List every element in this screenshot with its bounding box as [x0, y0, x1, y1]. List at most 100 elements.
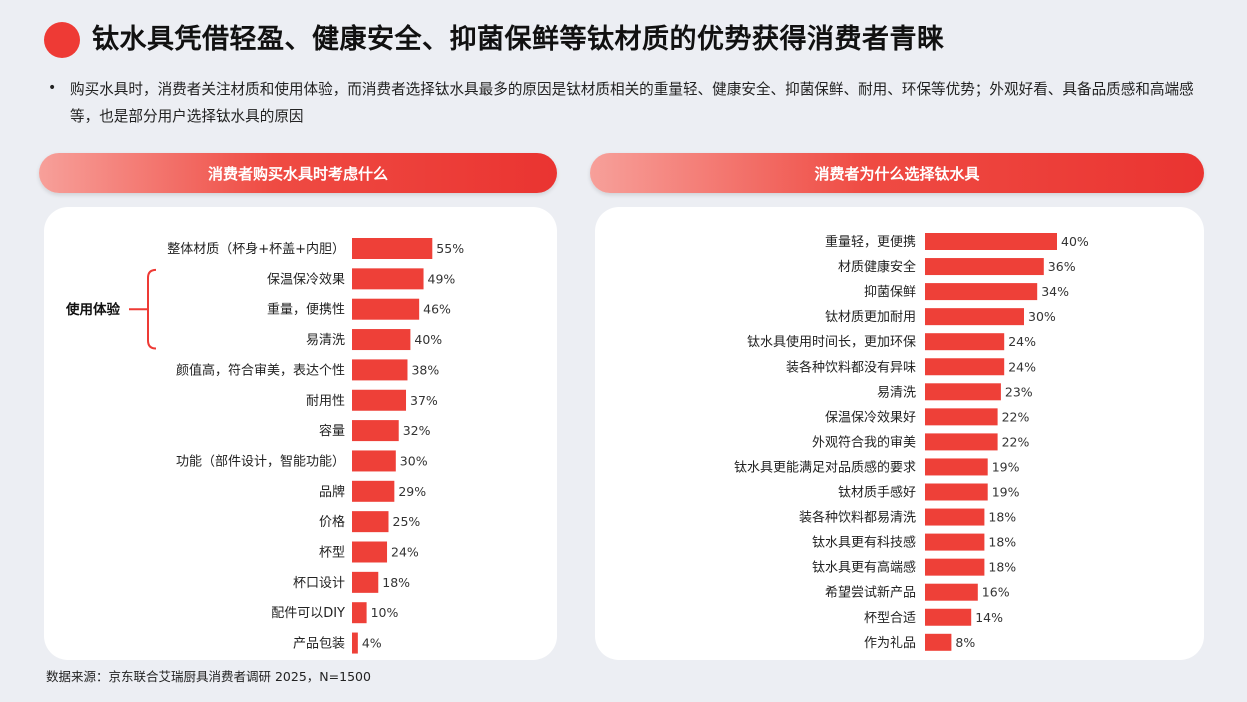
bar	[352, 602, 367, 624]
value-label: 24%	[1008, 334, 1036, 349]
category-label: 钛水具更有科技感	[812, 535, 916, 551]
category-label: 重量，便携性	[267, 302, 345, 318]
value-label: 40%	[1061, 234, 1089, 249]
value-label: 23%	[1005, 384, 1033, 399]
left-chart-panel: 整体材质（杯身+杯盖+内胆） 55% 保温保冷效果 49% 重量，便携性 46% 易清洗 40…	[44, 207, 557, 660]
category-label: 颜值高，符合审美，表达个性	[176, 362, 345, 378]
bar	[352, 632, 358, 654]
category-label: 价格	[319, 514, 345, 530]
value-label: 46%	[423, 302, 451, 317]
value-label: 18%	[382, 575, 410, 590]
value-label: 29%	[398, 484, 426, 499]
value-label: 24%	[391, 545, 419, 560]
category-label: 钛水具使用时间长，更加环保	[747, 334, 916, 350]
value-label: 22%	[1002, 409, 1030, 424]
bar	[925, 408, 998, 426]
bar	[925, 508, 985, 526]
bar	[352, 480, 395, 502]
bar	[352, 268, 424, 290]
group-label: 使用体验	[65, 301, 120, 318]
right-panel-heading: 消费者为什么选择钛水具	[590, 153, 1204, 193]
bar	[352, 420, 399, 442]
bar	[925, 358, 1005, 376]
category-label: 保温保冷效果好	[825, 410, 916, 425]
value-label: 16%	[982, 585, 1010, 600]
bar	[925, 608, 972, 626]
bar	[925, 258, 1044, 276]
category-label: 耐用性	[306, 394, 345, 409]
bar	[925, 283, 1038, 301]
category-label: 易清洗	[877, 385, 916, 400]
bar	[925, 308, 1024, 326]
value-label: 55%	[436, 241, 464, 256]
category-label: 希望尝试新产品	[825, 585, 916, 601]
bar	[925, 458, 988, 476]
category-label: 产品包装	[293, 637, 345, 652]
bar	[925, 233, 1057, 250]
bar	[352, 450, 396, 472]
value-label: 10%	[371, 605, 399, 620]
category-label: 作为礼品	[864, 635, 916, 651]
value-label: 30%	[400, 453, 428, 468]
bar	[352, 571, 379, 593]
summary-bullet: • 购买水具时，消费者关注材质和使用体验，而消费者选择钛水具最多的原因是钛材质相…	[48, 76, 1208, 130]
bar	[352, 511, 389, 533]
summary-text: 购买水具时，消费者关注材质和使用体验，而消费者选择钛水具最多的原因是钛材质相关的…	[70, 81, 1194, 125]
category-label: 配件可以DIY	[271, 606, 345, 621]
bar	[925, 583, 978, 601]
title-dot-icon	[44, 22, 80, 58]
right-bar-chart: 重量轻，更便携 40% 材质健康安全 36% 抑菌保鲜 34% 钛材质更加耐用 30% 钛水具使…	[734, 233, 1089, 651]
value-label: 24%	[1008, 359, 1036, 374]
bar	[352, 238, 433, 259]
value-label: 25%	[393, 514, 421, 529]
category-label: 抑菌保鲜	[864, 285, 916, 300]
value-label: 34%	[1041, 284, 1069, 299]
left-bar-chart: 整体材质（杯身+杯盖+内胆） 55% 保温保冷效果 49% 重量，便携性 46% 易清洗 40…	[65, 238, 464, 654]
value-label: 40%	[414, 332, 442, 347]
category-label: 品牌	[319, 484, 345, 500]
category-label: 钛材质更加耐用	[825, 310, 916, 325]
bar	[925, 558, 985, 576]
bar	[352, 359, 408, 381]
value-label: 30%	[1028, 309, 1056, 324]
category-label: 外观符合我的审美	[812, 434, 916, 450]
left-panel-heading: 消费者购买水具时考虑什么	[39, 153, 557, 193]
value-label: 22%	[1002, 434, 1030, 449]
category-label: 装各种饮料都易清洗	[799, 510, 916, 526]
value-label: 36%	[1048, 259, 1076, 274]
bullet-point-icon: •	[48, 80, 57, 96]
category-label: 钛材质手感好	[838, 485, 916, 501]
category-label: 易清洗	[306, 333, 345, 348]
page-title: 钛水具凭借轻盈、健康安全、抑菌保鲜等钛材质的优势获得消费者青睐	[92, 24, 945, 55]
bar	[925, 483, 988, 501]
value-label: 19%	[992, 459, 1020, 474]
category-label: 杯型	[319, 546, 345, 561]
category-label: 材质健康安全	[838, 259, 916, 275]
value-label: 18%	[988, 560, 1016, 575]
value-label: 18%	[988, 535, 1016, 550]
value-label: 49%	[428, 271, 456, 286]
category-label: 钛水具更能满足对品质感的要求	[734, 459, 916, 475]
value-label: 37%	[410, 393, 438, 408]
right-chart-panel: 重量轻，更便携 40% 材质健康安全 36% 抑菌保鲜 34% 钛材质更加耐用 30% 钛水具使…	[595, 207, 1204, 660]
value-label: 4%	[362, 636, 382, 651]
category-label: 功能（部件设计，智能功能）	[176, 454, 345, 469]
category-label: 保温保冷效果	[267, 272, 345, 287]
category-label: 杯型合适	[864, 611, 916, 626]
category-label: 重量轻，更便携	[825, 234, 916, 250]
category-label: 杯口设计	[293, 576, 345, 591]
bar	[352, 389, 407, 411]
category-label: 容量	[319, 423, 345, 439]
bar	[925, 533, 985, 551]
bar	[925, 383, 1001, 401]
bar	[352, 541, 388, 563]
bar	[925, 433, 998, 451]
value-label: 8%	[955, 635, 975, 650]
value-label: 18%	[988, 510, 1016, 525]
category-label: 装各种饮料都没有异味	[786, 359, 916, 375]
value-label: 32%	[403, 423, 431, 438]
bar	[925, 333, 1005, 351]
category-label: 钛水具更有高端感	[812, 560, 916, 576]
group-bracket	[147, 268, 157, 350]
category-label: 整体材质（杯身+杯盖+内胆）	[167, 241, 345, 257]
